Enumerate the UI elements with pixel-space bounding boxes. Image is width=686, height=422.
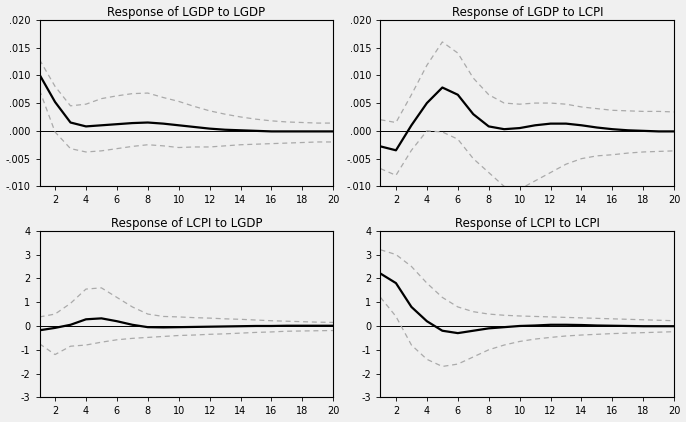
Title: Response of LCPI to LCPI: Response of LCPI to LCPI bbox=[455, 216, 600, 230]
Title: Response of LGDP to LGDP: Response of LGDP to LGDP bbox=[108, 5, 265, 19]
Title: Response of LCPI to LGDP: Response of LCPI to LGDP bbox=[110, 216, 262, 230]
Title: Response of LGDP to LCPI: Response of LGDP to LCPI bbox=[451, 5, 603, 19]
